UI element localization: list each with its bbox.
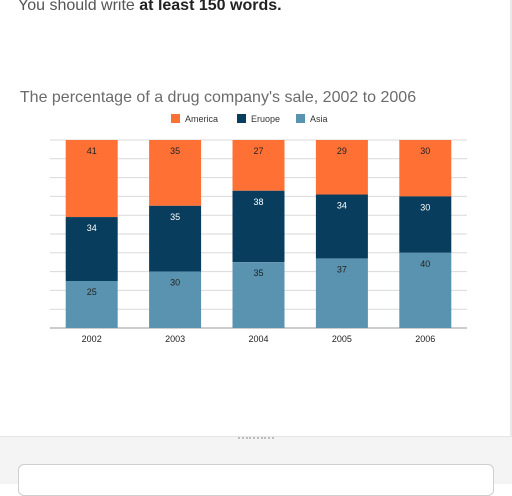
- data-label-eruope-2004: 38: [253, 197, 263, 207]
- data-label-asia-2003: 30: [170, 278, 180, 288]
- bar-america-2003: [149, 140, 202, 206]
- data-label-eruope-2002: 34: [87, 223, 97, 233]
- bar-america-2006: [399, 140, 452, 197]
- data-label-america-2002: 41: [87, 146, 97, 156]
- answer-textarea[interactable]: [18, 464, 494, 496]
- bar-asia-2004: [232, 262, 285, 328]
- data-label-eruope-2005: 34: [337, 201, 347, 211]
- bar-eruope-2003: [149, 205, 202, 272]
- bar-america-2005: [315, 140, 368, 195]
- bar-eruope-2004: [232, 190, 285, 263]
- bar-america-2004: [232, 140, 285, 191]
- word-count-requirement: at least 150 words.: [139, 0, 282, 14]
- bar-asia-2005: [315, 258, 368, 328]
- data-label-asia-2006: 40: [420, 259, 430, 269]
- legend-swatch-america: [171, 114, 180, 123]
- data-label-eruope-2003: 35: [170, 212, 180, 222]
- bar-eruope-2006: [399, 196, 452, 253]
- stacked-bar-chart: The percentage of a drug company's sale,…: [20, 89, 467, 344]
- x-tick-label-2003: 2003: [165, 334, 185, 344]
- instruction-prefix: You should write: [18, 0, 140, 14]
- legend-swatch-asia: [296, 114, 305, 123]
- data-label-america-2004: 27: [253, 146, 263, 156]
- data-label-asia-2004: 35: [253, 268, 263, 278]
- bar-asia-2002: [65, 281, 118, 328]
- data-label-asia-2002: 25: [87, 287, 97, 297]
- bar-asia-2003: [149, 271, 202, 328]
- data-label-asia-2005: 37: [337, 264, 347, 274]
- x-tick-label-2005: 2005: [332, 334, 352, 344]
- writing-instruction: You should write at least 150 words.: [18, 0, 282, 15]
- scrollbar-track[interactable]: [510, 0, 512, 483]
- data-label-eruope-2006: 30: [420, 202, 430, 212]
- legend-swatch-eruope: [237, 114, 246, 123]
- legend-label-eruope: Eruope: [251, 114, 280, 124]
- data-label-america-2006: 30: [420, 146, 430, 156]
- bar-asia-2006: [399, 252, 452, 328]
- legend-label-america: America: [185, 114, 218, 124]
- legend-label-asia: Asia: [310, 114, 328, 124]
- resize-handle[interactable]: [238, 435, 274, 441]
- x-tick-label-2004: 2004: [248, 334, 268, 344]
- x-tick-label-2006: 2006: [415, 334, 435, 344]
- x-tick-label-2002: 2002: [82, 334, 102, 344]
- chart-title: The percentage of a drug company's sale,…: [20, 89, 416, 106]
- data-label-america-2005: 29: [337, 146, 347, 156]
- bar-eruope-2005: [315, 194, 368, 259]
- bar-america-2002: [65, 140, 118, 218]
- data-label-america-2003: 35: [170, 146, 180, 156]
- bar-eruope-2002: [65, 217, 118, 281]
